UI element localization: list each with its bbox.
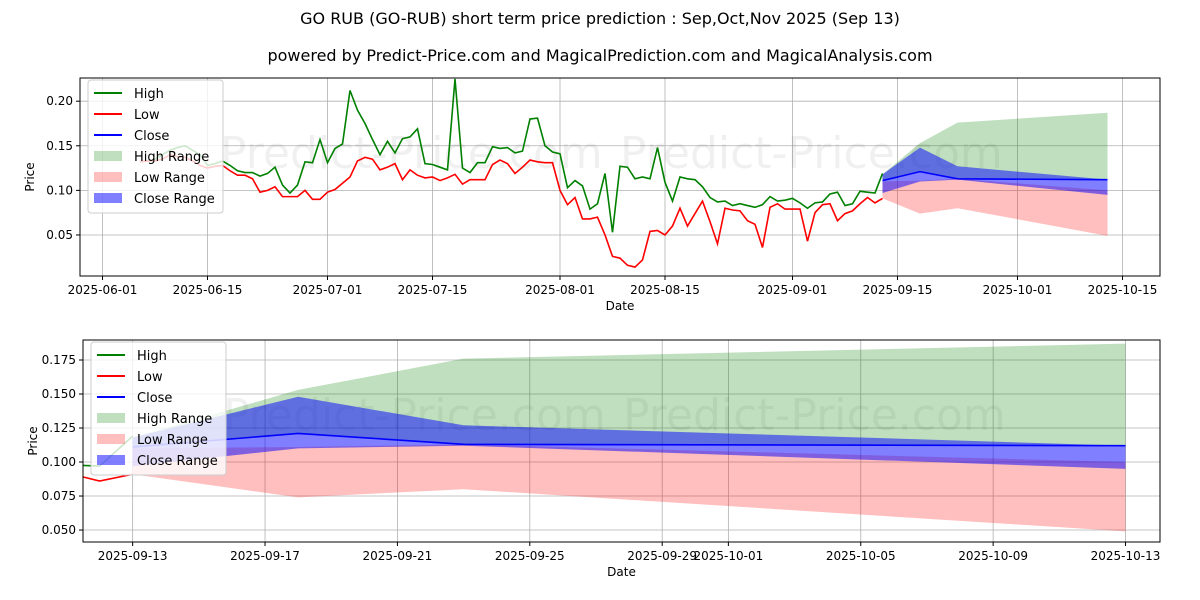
legend-label: Low <box>134 108 160 123</box>
x-tick-label: 2025-10-01 <box>693 549 763 563</box>
legend-label: Close Range <box>134 192 215 207</box>
x-axis-label: Date <box>606 299 635 313</box>
plot-frame <box>82 339 1161 543</box>
legend-label: High <box>137 349 167 364</box>
legend-label: Close <box>134 129 169 144</box>
x-axis-label: Date <box>607 565 636 579</box>
x-tick-label: 2025-09-25 <box>495 549 565 563</box>
close-range-band <box>882 147 1108 195</box>
y-axis-label: Price <box>26 426 40 455</box>
legend-swatch-high-range <box>97 413 125 423</box>
legend-label: Low Range <box>134 171 205 186</box>
low-range-band <box>132 444 1126 532</box>
y-tick-label: 0.20 <box>46 94 73 108</box>
plot-frame <box>79 77 1161 277</box>
high-line <box>139 78 884 233</box>
legend: High Low Close High Range Low Range Close Ran… <box>87 79 224 214</box>
x-tick-label: 2025-09-17 <box>230 549 300 563</box>
x-tick-label: 2025-08-15 <box>630 283 700 297</box>
y-tick-label: 0.125 <box>42 421 76 435</box>
chart-subtitle: powered by Predict-Price.com and Magical… <box>267 46 933 65</box>
panel-full-history: 2025-06-01 2025-06-15 2025-07-01 2025-07-15… <box>23 77 1161 313</box>
x-tick-label: 2025-09-29 <box>627 549 697 563</box>
x-tick-label: 2025-07-01 <box>293 283 363 297</box>
legend-swatch-close-range <box>97 455 125 465</box>
legend-label: Low <box>137 370 163 385</box>
x-tick-label: 2025-09-01 <box>758 283 828 297</box>
legend-label: High Range <box>134 150 209 165</box>
close-range-band <box>132 396 1126 469</box>
y-tick-label: 0.150 <box>42 387 76 401</box>
y-axis-label: Price <box>23 162 37 191</box>
x-tick-label: 2025-06-15 <box>173 283 243 297</box>
legend-label: High <box>134 87 164 102</box>
x-tick-label: 2025-10-05 <box>826 549 896 563</box>
y-tick-label: 0.075 <box>42 489 76 503</box>
x-tick-label: 2025-10-15 <box>1088 283 1158 297</box>
panel-forecast-zoom: 2025-09-13 2025-09-17 2025-09-21 2025-09-25… <box>26 339 1161 579</box>
y-tick-label: 0.050 <box>42 523 76 537</box>
x-tick-label: 2025-09-15 <box>863 283 933 297</box>
y-tick-label: 0.10 <box>46 183 73 197</box>
legend-label: Close Range <box>137 454 218 469</box>
x-tick-label: 2025-08-01 <box>525 283 595 297</box>
legend-label: Low Range <box>137 433 208 448</box>
x-tick-label: 2025-10-13 <box>1091 549 1161 563</box>
x-tick-label: 2025-09-13 <box>98 549 168 563</box>
y-tick-label: 0.175 <box>42 353 76 367</box>
legend-label: Close <box>137 391 172 406</box>
legend-swatch-close-range <box>94 193 122 203</box>
y-tick-label: 0.100 <box>42 455 76 469</box>
chart-title: GO RUB (GO-RUB) short term price predict… <box>300 9 900 28</box>
legend-label: High Range <box>137 412 212 427</box>
legend: High Low Close High Range Low Range Close Ran… <box>90 341 227 476</box>
y-tick-label: 0.05 <box>46 228 73 242</box>
legend-swatch-high-range <box>94 151 122 161</box>
x-tick-label: 2025-09-21 <box>363 549 433 563</box>
x-tick-label: 2025-10-01 <box>983 283 1053 297</box>
close-line <box>882 170 1108 182</box>
x-tick-label: 2025-06-01 <box>68 283 138 297</box>
legend-swatch-low-range <box>94 172 122 182</box>
y-tick-label: 0.15 <box>46 139 73 153</box>
x-tick-label: 2025-07-15 <box>398 283 468 297</box>
x-tick-label: 2025-10-09 <box>958 549 1028 563</box>
low-line <box>139 153 883 268</box>
legend-swatch-low-range <box>97 434 125 444</box>
low-range-band <box>882 178 1108 236</box>
